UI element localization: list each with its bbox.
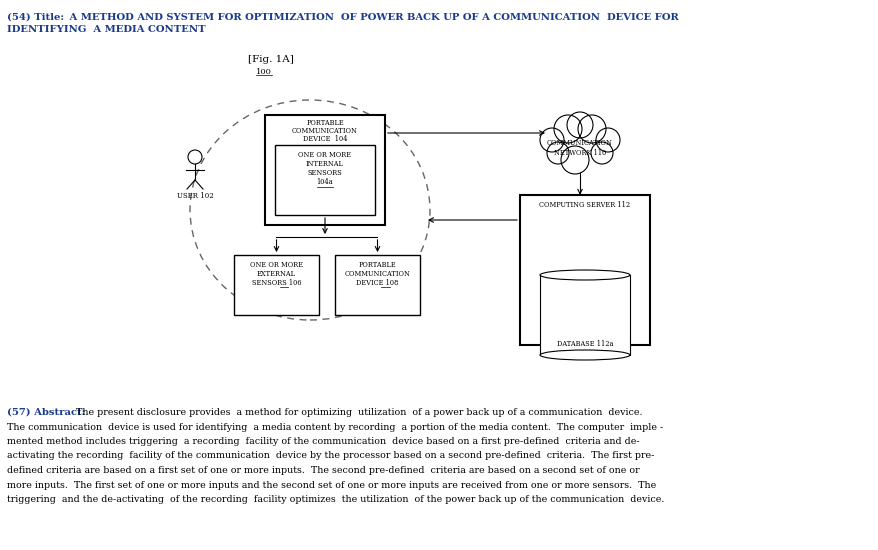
Text: 104a: 104a	[316, 178, 333, 186]
Text: PORTABLE: PORTABLE	[358, 261, 396, 269]
Circle shape	[546, 142, 568, 164]
FancyBboxPatch shape	[520, 195, 649, 345]
Circle shape	[595, 128, 619, 152]
FancyBboxPatch shape	[539, 275, 630, 355]
Circle shape	[560, 146, 588, 174]
Text: defined criteria are based on a first set of one or more inputs.  The second pre: defined criteria are based on a first se…	[7, 466, 639, 475]
Text: DEVICE  104: DEVICE 104	[302, 135, 347, 143]
Text: COMMUNICATION: COMMUNICATION	[291, 127, 357, 135]
Text: USER 102: USER 102	[176, 192, 213, 200]
Text: activating the recording  facility of the communication  device by the processor: activating the recording facility of the…	[7, 452, 653, 460]
FancyBboxPatch shape	[234, 255, 319, 315]
Text: PORTABLE: PORTABLE	[306, 119, 343, 127]
Circle shape	[553, 115, 581, 143]
Circle shape	[566, 112, 593, 138]
Text: SENSORS 106: SENSORS 106	[251, 279, 301, 287]
Text: triggering  and the de-activating  of the recording  facility optimizes  the uti: triggering and the de-activating of the …	[7, 495, 664, 504]
Text: SENSORS: SENSORS	[307, 169, 342, 177]
Text: (57) Abstract:: (57) Abstract:	[7, 408, 85, 417]
Ellipse shape	[539, 350, 630, 360]
Circle shape	[578, 115, 605, 143]
Text: mented method includes triggering  a recording  facility of the communication  d: mented method includes triggering a reco…	[7, 437, 639, 446]
Text: ONE OR MORE: ONE OR MORE	[249, 261, 303, 269]
Circle shape	[539, 128, 564, 152]
Text: [Fig. 1A]: [Fig. 1A]	[248, 55, 293, 64]
Text: 100: 100	[255, 68, 271, 76]
Text: (54) Title:: (54) Title:	[7, 13, 64, 22]
Text: EXTERNAL: EXTERNAL	[256, 270, 296, 278]
Ellipse shape	[539, 270, 630, 280]
Text: DATABASE 112a: DATABASE 112a	[556, 340, 613, 348]
Text: COMPUTING SERVER 112: COMPUTING SERVER 112	[539, 201, 630, 209]
FancyBboxPatch shape	[264, 115, 385, 225]
Text: ONE OR MORE: ONE OR MORE	[299, 151, 351, 159]
Text: A METHOD AND SYSTEM FOR OPTIMIZATION  OF POWER BACK UP OF A COMMUNICATION  DEVIC: A METHOD AND SYSTEM FOR OPTIMIZATION OF …	[66, 13, 678, 22]
Text: DEVICE 108: DEVICE 108	[356, 279, 398, 287]
Text: COMMUNICATION: COMMUNICATION	[546, 139, 612, 147]
Text: The communication  device is used for identifying  a media content by recording : The communication device is used for ide…	[7, 422, 663, 432]
Circle shape	[590, 142, 612, 164]
Text: COMMUNICATION: COMMUNICATION	[344, 270, 410, 278]
FancyBboxPatch shape	[275, 145, 375, 215]
Text: more inputs.  The first set of one or more inputs and the second set of one or m: more inputs. The first set of one or mor…	[7, 481, 656, 490]
Text: The present disclosure provides  a method for optimizing  utilization  of a powe: The present disclosure provides a method…	[73, 408, 642, 417]
Text: INTERNAL: INTERNAL	[306, 160, 343, 168]
FancyBboxPatch shape	[335, 255, 420, 315]
Text: IDENTIFYING  A MEDIA CONTENT: IDENTIFYING A MEDIA CONTENT	[7, 25, 205, 34]
Text: NETWORK 110: NETWORK 110	[553, 149, 606, 157]
